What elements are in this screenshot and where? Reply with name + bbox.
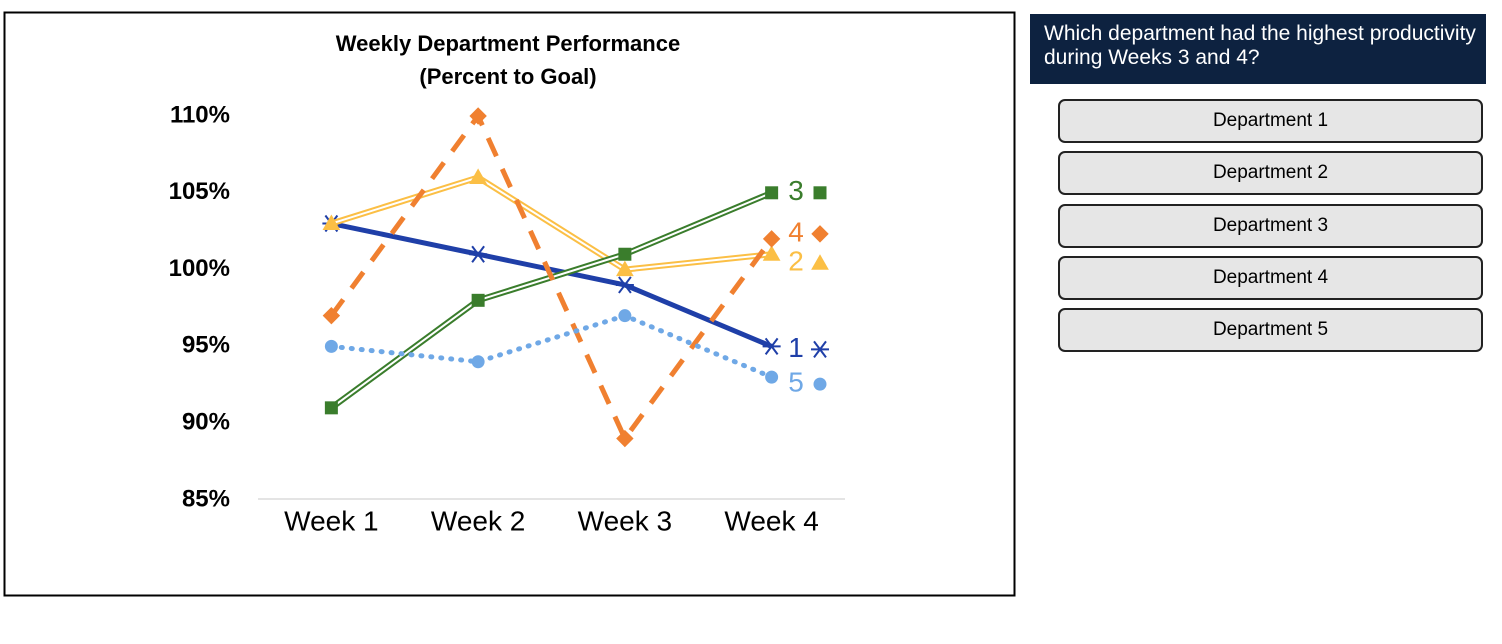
chart-title: Weekly Department Performance bbox=[336, 31, 680, 56]
series-label: 4 bbox=[788, 216, 804, 247]
series-label: 1 bbox=[788, 332, 804, 363]
marker bbox=[324, 401, 338, 415]
marker bbox=[469, 245, 488, 263]
line bbox=[328, 313, 775, 380]
x-tick-label: Week 2 bbox=[431, 505, 525, 536]
series-label: 5 bbox=[788, 367, 804, 398]
y-tick-label: 85% bbox=[182, 485, 230, 512]
option-button[interactable]: Department 2 bbox=[1058, 151, 1483, 196]
question: Which department had the highest product… bbox=[1030, 14, 1486, 84]
marker bbox=[324, 339, 338, 353]
marker bbox=[616, 260, 634, 277]
line bbox=[329, 113, 774, 442]
marker bbox=[762, 337, 781, 355]
option-button[interactable]: Department 5 bbox=[1058, 308, 1483, 353]
legend-marker bbox=[813, 186, 827, 200]
y-tick-label: 100% bbox=[169, 255, 230, 282]
series-label: 2 bbox=[788, 246, 804, 277]
marker bbox=[618, 309, 632, 323]
y-tick-label: 90% bbox=[182, 409, 230, 436]
marker bbox=[762, 245, 781, 261]
legend-marker bbox=[811, 254, 829, 270]
chart: Weekly Department Performance (Percent t… bbox=[3, 11, 1016, 597]
x-tick-label: Week 1 bbox=[284, 505, 378, 536]
marker bbox=[471, 355, 485, 369]
x-tick-label: Week 4 bbox=[724, 505, 818, 536]
marker bbox=[765, 186, 779, 200]
marker bbox=[616, 429, 634, 448]
marker bbox=[322, 214, 341, 231]
chart-subtitle: (Percent to Goal) bbox=[419, 64, 596, 89]
x-tick-label: Week 3 bbox=[578, 505, 672, 536]
y-tick-label: 95% bbox=[182, 332, 230, 359]
marker bbox=[469, 168, 487, 184]
legend-marker bbox=[811, 225, 829, 243]
marker bbox=[322, 306, 341, 325]
line bbox=[330, 221, 773, 349]
marker bbox=[471, 293, 485, 307]
marker bbox=[618, 247, 632, 261]
series-label: 3 bbox=[788, 175, 804, 206]
marker bbox=[765, 370, 779, 384]
line-inner bbox=[331, 176, 772, 271]
legend-marker bbox=[813, 377, 827, 391]
y-tick-label: 110% bbox=[170, 101, 230, 128]
marker bbox=[762, 230, 781, 248]
option-button[interactable]: Department 4 bbox=[1058, 255, 1483, 300]
option-button[interactable]: Department 3 bbox=[1058, 203, 1483, 248]
option-button[interactable]: Department 1 bbox=[1058, 99, 1483, 143]
y-tick-label: 105% bbox=[169, 178, 230, 205]
legend-marker bbox=[811, 340, 829, 358]
marker bbox=[469, 107, 487, 125]
marker bbox=[615, 276, 634, 294]
